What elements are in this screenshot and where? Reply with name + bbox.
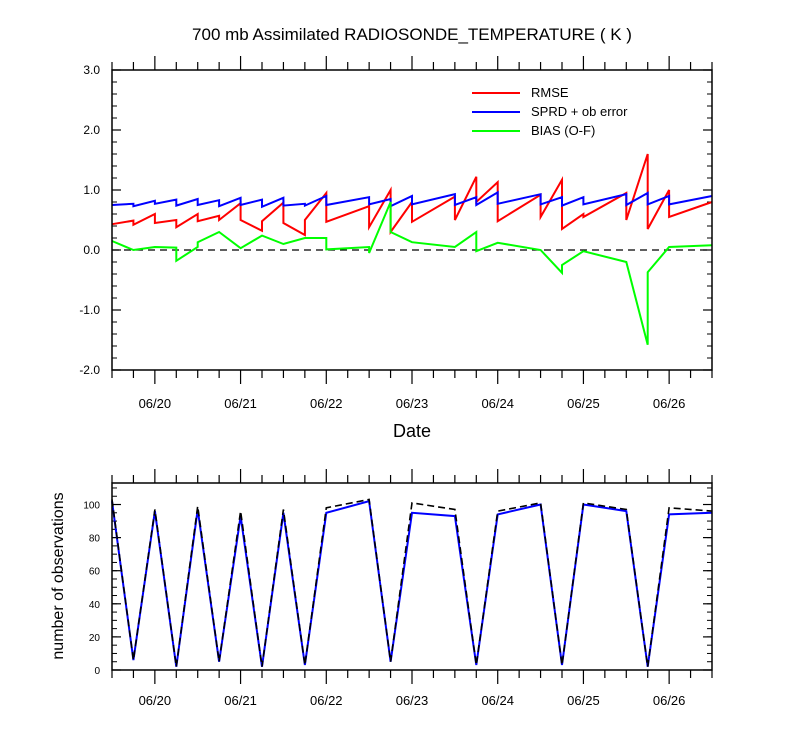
legend-label-bias: BIAS (O-F) xyxy=(531,123,595,138)
y-tick-label: 3.0 xyxy=(83,63,100,77)
bottom-x-axis: 06/20 06/21 06/22 06/23 06/24 06/25 06/26 xyxy=(111,469,713,708)
series-line-sprd-ob-error xyxy=(111,190,713,209)
x-axis-title: Date xyxy=(393,421,431,441)
x-tick-label: 06/26 xyxy=(653,693,686,708)
x-tick-label: 06/24 xyxy=(481,396,514,411)
x-tick-label: 06/21 xyxy=(224,693,257,708)
series-line-rmse xyxy=(111,153,713,237)
y-tick-label: 2.0 xyxy=(83,123,100,137)
y-tick-label: 20 xyxy=(89,633,101,644)
y-tick-label: -2.0 xyxy=(79,363,100,377)
series-line-bias-o-f xyxy=(111,201,713,346)
bottom-plot-area xyxy=(111,498,713,667)
y-tick-label: 80 xyxy=(89,534,101,545)
x-tick-label: 06/26 xyxy=(653,396,686,411)
legend: RMSE SPRD + ob error BIAS (O-F) xyxy=(472,85,628,138)
legend-label-sprd: SPRD + ob error xyxy=(531,104,628,119)
series-line-assimilated xyxy=(111,499,713,667)
bottom-y-axis-title: number of observations xyxy=(50,492,67,659)
x-tick-label: 06/20 xyxy=(139,693,172,708)
x-tick-label: 06/22 xyxy=(310,396,343,411)
y-tick-label: 60 xyxy=(89,567,101,578)
y-tick-label: 0 xyxy=(94,666,100,677)
x-tick-label: 06/25 xyxy=(567,693,600,708)
x-tick-label: 06/23 xyxy=(396,693,429,708)
top-plot-frame xyxy=(111,69,713,371)
y-tick-label: 1.0 xyxy=(83,183,100,197)
top-plot-area xyxy=(111,153,713,346)
chart-title: 700 mb Assimilated RADIOSONDE_TEMPERATUR… xyxy=(192,25,632,44)
bottom-plot-frame xyxy=(111,482,713,671)
x-tick-label: 06/23 xyxy=(396,396,429,411)
bottom-y-axis: 0 20 40 60 80 100 xyxy=(83,487,712,677)
y-tick-label: -1.0 xyxy=(79,303,100,317)
y-tick-label: 0.0 xyxy=(83,243,100,257)
x-tick-label: 06/22 xyxy=(310,693,343,708)
series-line-possible xyxy=(111,498,713,667)
x-tick-label: 06/24 xyxy=(481,693,514,708)
top-x-axis: 06/20 06/21 06/22 06/23 06/24 06/25 06/26 xyxy=(111,56,713,411)
y-tick-label: 100 xyxy=(83,501,100,512)
legend-label-rmse: RMSE xyxy=(531,85,569,100)
y-tick-label: 40 xyxy=(89,600,101,611)
x-tick-label: 06/20 xyxy=(139,396,172,411)
x-tick-label: 06/21 xyxy=(224,396,257,411)
x-tick-label: 06/25 xyxy=(567,396,600,411)
